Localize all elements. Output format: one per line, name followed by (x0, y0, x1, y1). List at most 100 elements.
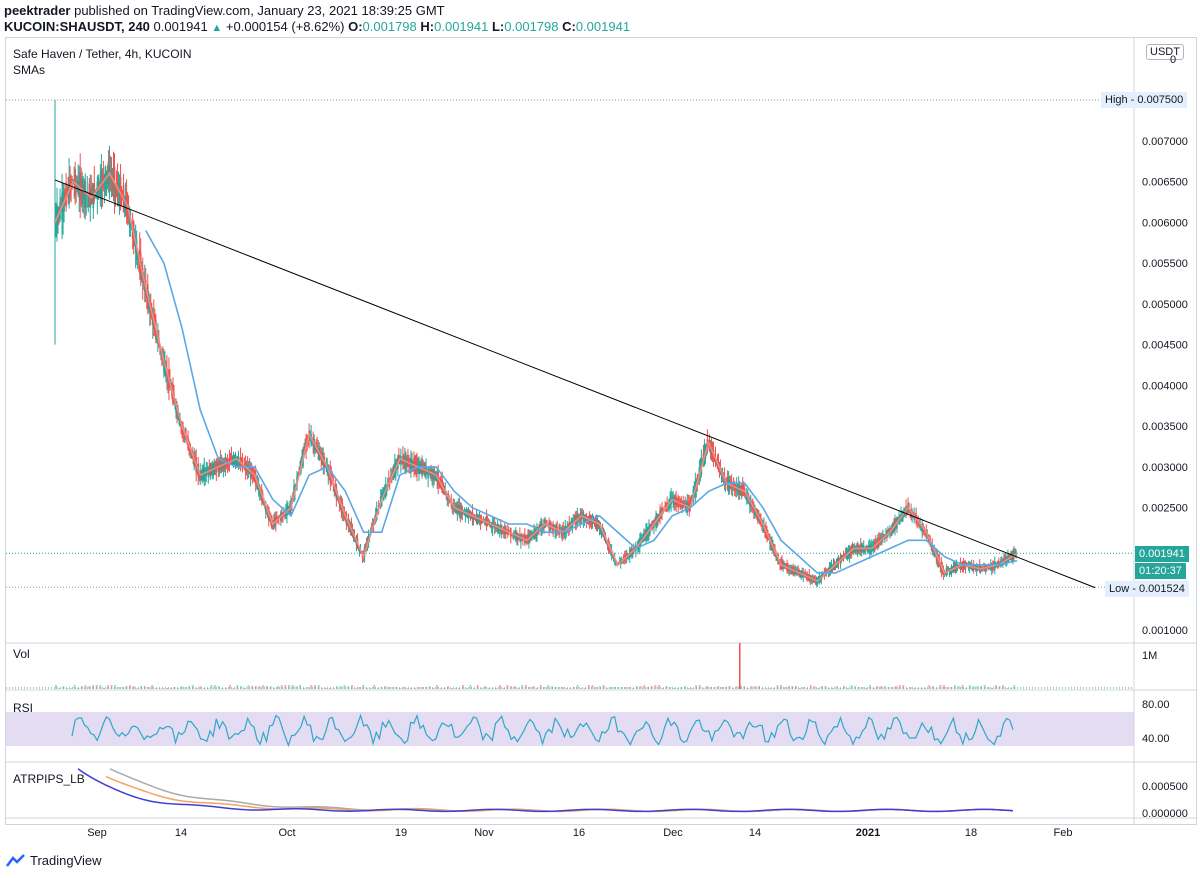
x-tick-label: Oct (278, 827, 295, 839)
volume-bar (299, 685, 302, 689)
volume-bar (69, 688, 72, 689)
volume-bar (66, 688, 69, 689)
volume-bar (561, 687, 564, 689)
volume-bar (765, 688, 768, 689)
volume-bar (931, 686, 934, 689)
candle-body (82, 184, 85, 200)
high-label: H: (420, 19, 435, 34)
volume-bar (121, 687, 124, 689)
volume-bar (972, 686, 975, 689)
symbol-info-bar: KUCOIN:SHAUSDT, 240 0.001941 ▲ +0.000154… (4, 19, 630, 34)
volume-bar (750, 686, 753, 689)
y-tick-label: 0.002500 (1142, 503, 1188, 515)
volume-bar (154, 688, 157, 689)
volume-label[interactable]: Vol (13, 647, 30, 661)
volume-bar (513, 686, 516, 689)
volume-bar (1002, 685, 1005, 689)
candle-body (313, 438, 315, 452)
volume-bar (487, 688, 490, 689)
y-tick-label: 0.007000 (1142, 136, 1188, 148)
chart-title: Safe Haven / Tether, 4h, KUCOIN (13, 47, 192, 61)
high-value: 0.001941 (434, 19, 489, 34)
volume-bar (654, 685, 657, 689)
open-label: O: (348, 19, 363, 34)
candle-body (210, 462, 213, 476)
volume-bar (454, 688, 457, 689)
volume-bar (95, 685, 98, 689)
volume-bar (339, 686, 342, 689)
rsi-axis-40: 40.00 (1142, 733, 1170, 745)
atr-label[interactable]: ATRPIPS_LB (13, 772, 85, 786)
volume-bar (580, 688, 583, 689)
y-tick-label: 0.003000 (1142, 462, 1188, 474)
volume-bar (262, 685, 265, 689)
candle-body (102, 174, 105, 186)
volume-bar (436, 685, 439, 689)
atr-gray-line (109, 768, 1014, 813)
volume-bar (946, 687, 949, 689)
volume-bar (876, 686, 879, 689)
volume-bar (169, 688, 172, 689)
volume-bar (114, 685, 117, 689)
volume-bar (669, 687, 672, 689)
volume-bar (691, 688, 694, 689)
volume-bar (676, 688, 679, 689)
volume-bar (772, 688, 775, 689)
candle-body (124, 197, 127, 211)
volume-bar (550, 686, 553, 689)
volume-bar (832, 688, 834, 689)
volume-bar (643, 685, 646, 689)
volume-bar (432, 688, 435, 689)
volume-bar (210, 685, 213, 689)
y-tick-label: 0.004000 (1142, 380, 1188, 392)
sma-indicator-label[interactable]: SMAs (13, 63, 46, 77)
volume-bar (484, 686, 487, 689)
volume-bar (606, 688, 609, 689)
volume-bar (732, 688, 735, 689)
volume-bar (787, 686, 790, 689)
volume-bar (295, 686, 298, 689)
volume-bar (613, 687, 616, 689)
x-tick-label: 18 (965, 827, 977, 839)
volume-bar (376, 688, 379, 689)
volume-bar (547, 685, 550, 689)
open-value: 0.001798 (362, 19, 417, 34)
up-triangle-icon: ▲ (211, 22, 223, 34)
volume-bar (598, 686, 601, 689)
volume-bar (310, 685, 313, 689)
candle-body (727, 479, 730, 491)
tradingview-footer[interactable]: TradingView (6, 853, 102, 868)
volume-bar (265, 686, 268, 689)
volume-bar (909, 687, 912, 689)
volume-bar (661, 688, 664, 689)
volume-bar (465, 688, 468, 689)
rsi-band (6, 712, 1134, 746)
close-value: 0.001941 (575, 19, 631, 34)
volume-bar (684, 686, 686, 689)
volume-bar (314, 685, 316, 689)
x-tick-label: 19 (395, 827, 407, 839)
volume-bar (795, 686, 797, 689)
rsi-label[interactable]: RSI (13, 701, 34, 715)
volume-bar (928, 685, 931, 689)
y-tick-label: 0.001000 (1142, 625, 1188, 637)
volume-bar (539, 685, 542, 689)
volume-bar (55, 685, 57, 689)
close-label: C: (562, 19, 576, 34)
volume-bar (1005, 688, 1008, 689)
volume-bar (894, 686, 897, 689)
volume-bar (846, 688, 849, 689)
symbol-label[interactable]: KUCOIN:SHAUSDT, 240 (4, 19, 150, 34)
volume-bar (317, 685, 320, 689)
volume-bar (532, 686, 535, 689)
volume-bar (987, 687, 990, 689)
volume-bar (968, 685, 971, 689)
y-tick-label: 0.005000 (1142, 299, 1188, 311)
author-name[interactable]: peektrader (4, 3, 71, 18)
volume-bar (602, 685, 605, 689)
x-tick-label: 14 (175, 827, 187, 839)
currency-button[interactable]: USDT (1146, 44, 1184, 60)
volume-bar (813, 686, 816, 689)
y-tick-label: 0.004500 (1142, 340, 1188, 352)
